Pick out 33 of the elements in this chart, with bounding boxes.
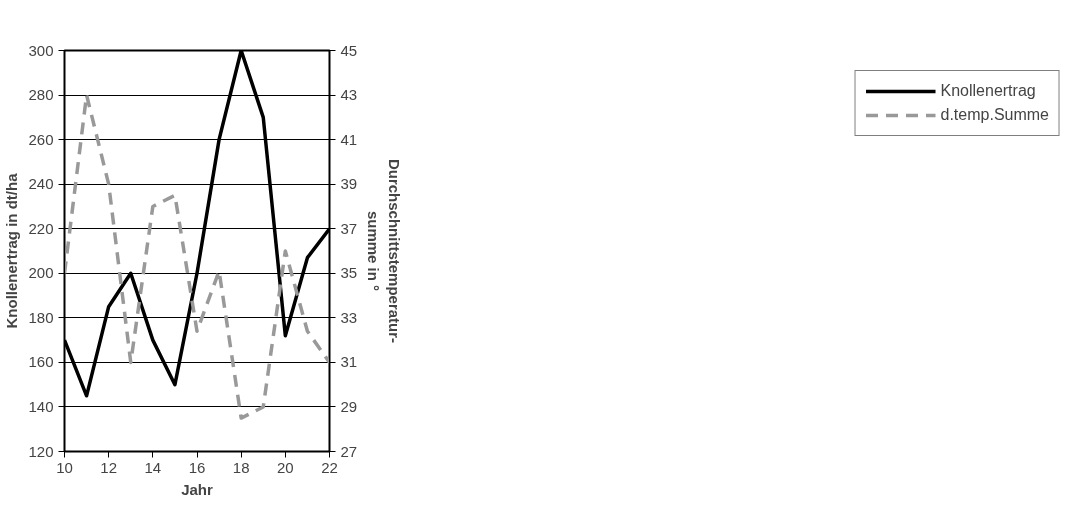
x-tick-label: 20 bbox=[276, 458, 294, 476]
legend-label: Knollenertrag bbox=[940, 82, 1036, 100]
y2-tick-label: 27 bbox=[340, 442, 358, 460]
y-tick-label: 140 bbox=[28, 397, 54, 415]
x-tick-label: 10 bbox=[56, 458, 73, 476]
y-tick-label: 160 bbox=[28, 353, 54, 371]
y-axis-title: Knollenertrag in dt/ha bbox=[3, 172, 21, 329]
y-tick-label: 240 bbox=[28, 175, 54, 193]
y2-tick-label: 45 bbox=[340, 41, 358, 59]
y-tick-label: 280 bbox=[28, 86, 54, 104]
y-tick-label: 300 bbox=[28, 41, 54, 59]
y2-tick-label: 43 bbox=[340, 86, 358, 104]
line-series bbox=[64, 93, 330, 420]
x-tick-label: 18 bbox=[232, 458, 250, 476]
x-tick-label: 12 bbox=[100, 458, 118, 476]
y2-tick-label: 37 bbox=[340, 219, 358, 237]
y-tick-label: 260 bbox=[28, 130, 54, 148]
legend-label: d.temp.Summe bbox=[940, 106, 1049, 124]
y2-axis-title: Durchschnittstemperatur- summe in ° bbox=[365, 158, 403, 344]
y-tick-label: 220 bbox=[28, 219, 54, 237]
y2-tick-label: 33 bbox=[340, 308, 358, 326]
x-tick-label: 14 bbox=[144, 458, 162, 476]
x-tick-label: 16 bbox=[188, 458, 206, 476]
y-tick-label: 200 bbox=[28, 264, 54, 282]
y-tick-label: 180 bbox=[28, 308, 54, 326]
x-axis-title: Jahr bbox=[181, 480, 213, 498]
x-tick-label: 22 bbox=[321, 458, 338, 476]
y2-tick-label: 29 bbox=[340, 397, 358, 415]
y-tick-label: 120 bbox=[28, 442, 54, 460]
y2-tick-label: 39 bbox=[340, 175, 358, 193]
y2-tick-label: 31 bbox=[340, 353, 358, 371]
y2-tick-label: 35 bbox=[340, 264, 358, 282]
y2-tick-label: 41 bbox=[340, 130, 358, 148]
